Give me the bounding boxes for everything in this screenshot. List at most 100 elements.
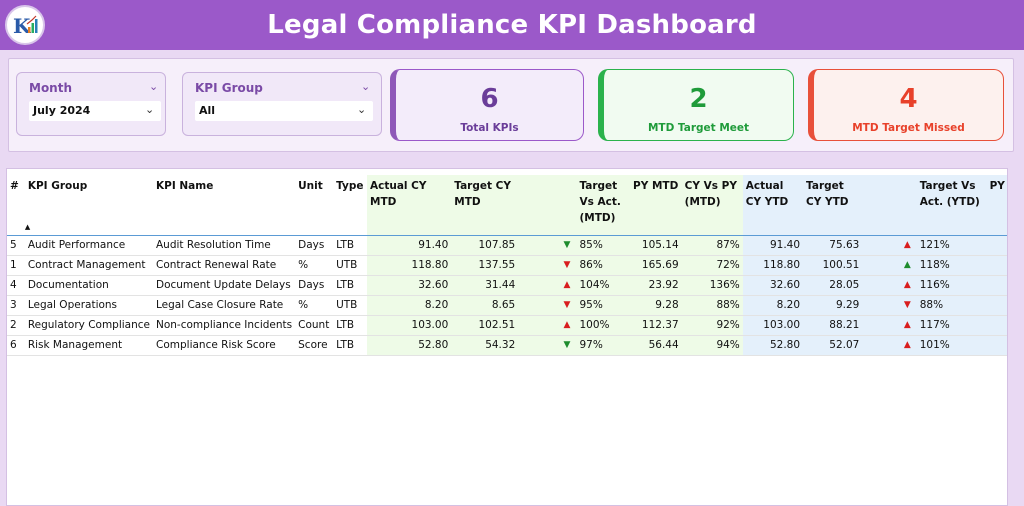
- kpi-name-cell: Audit Resolution Time: [153, 235, 296, 256]
- target-cy-mtd-cell: 107.85: [451, 235, 519, 256]
- table-row[interactable]: 1 Contract Management Contract Renewal R…: [7, 255, 1007, 276]
- kpi-group-slicer[interactable]: KPI Group ⌄ All ⌄: [182, 72, 382, 136]
- column-header-cy-vs-py-mtd[interactable]: CY Vs PY (MTD): [681, 175, 743, 236]
- target-vs-act-ytd-cell: 121%: [916, 235, 987, 256]
- py-mtd-cell: 105.14: [630, 235, 682, 256]
- kpi-table-body: 5 Audit Performance Audit Resolution Tim…: [7, 235, 1007, 356]
- mtd-trend-arrow-icon: ▼: [518, 235, 577, 256]
- kpi-name-cell: Legal Case Closure Rate: [153, 295, 296, 316]
- target-cy-ytd-cell: 52.07: [803, 335, 863, 356]
- cy-vs-py-mtd-cell: 136%: [681, 275, 743, 296]
- column-header-py-mtd[interactable]: PY MTD: [630, 175, 682, 236]
- column-header-target-cy-ytd[interactable]: Target CY YTD: [803, 175, 863, 236]
- target-cy-ytd-cell: 28.05: [803, 275, 863, 296]
- header-bar: K Legal Compliance KPI Dashboard: [0, 0, 1024, 50]
- chevron-down-icon[interactable]: ⌄: [149, 80, 159, 93]
- table-row[interactable]: 3 Legal Operations Legal Case Closure Ra…: [7, 295, 1007, 316]
- kpi-group-dropdown[interactable]: All ⌄: [195, 101, 373, 121]
- column-header-number[interactable]: #: [7, 175, 25, 236]
- kpi-name-cell: Contract Renewal Rate: [153, 255, 296, 276]
- column-header-kpi-group[interactable]: KPI Group ▲: [24, 175, 153, 236]
- column-header-target-cy-mtd[interactable]: Target CY MTD: [451, 175, 519, 236]
- column-header-target-vs-act-ytd[interactable]: Target Vs Act. (YTD): [916, 175, 987, 236]
- svg-text:K: K: [13, 14, 31, 38]
- column-header-kpi-group-label: KPI Group: [27, 180, 88, 192]
- total-kpis-caption: Total KPIs: [460, 122, 519, 134]
- target-cy-ytd-cell: 88.21: [803, 315, 863, 336]
- target-vs-act-ytd-cell: 116%: [916, 275, 987, 296]
- kpi-group-cell: Contract Management: [24, 255, 153, 276]
- column-header-type[interactable]: Type: [333, 175, 367, 236]
- target-cy-ytd-cell: 100.51: [803, 255, 863, 276]
- month-dropdown[interactable]: July 2024 ⌄: [29, 101, 161, 121]
- kpi-name-cell: Non-compliance Incidents: [153, 315, 296, 336]
- target-vs-act-mtd-cell: 104%: [576, 275, 631, 296]
- actual-cy-ytd-cell: 8.20: [742, 295, 804, 316]
- table-row[interactable]: 6 Risk Management Compliance Risk Score …: [7, 335, 1007, 356]
- target-cy-ytd-cell: 9.29: [803, 295, 863, 316]
- kpi-table-panel: # KPI Group ▲ KPI Name Unit Type Actual C…: [6, 168, 1008, 506]
- py-ytd-cell: [986, 335, 1007, 356]
- row-number: 3: [7, 295, 25, 316]
- target-cy-mtd-cell: 31.44: [451, 275, 519, 296]
- column-header-kpi-name[interactable]: KPI Name: [153, 175, 296, 236]
- table-row[interactable]: 5 Audit Performance Audit Resolution Tim…: [7, 235, 1007, 256]
- column-header-py[interactable]: PY: [986, 175, 1007, 236]
- actual-cy-ytd-cell: 91.40: [742, 235, 804, 256]
- actual-cy-ytd-cell: 103.00: [742, 315, 804, 336]
- cy-vs-py-mtd-cell: 92%: [681, 315, 743, 336]
- column-header-ytd-arrow: [862, 175, 917, 236]
- kpi-group-cell: Risk Management: [24, 335, 153, 356]
- cy-vs-py-mtd-cell: 88%: [681, 295, 743, 316]
- type-cell: UTB: [333, 255, 367, 276]
- py-ytd-cell: [986, 315, 1007, 336]
- column-header-mtd-arrow: [518, 175, 577, 236]
- cy-vs-py-mtd-cell: 87%: [681, 235, 743, 256]
- type-cell: LTB: [333, 315, 367, 336]
- mtd-target-missed-value: 4: [899, 84, 918, 114]
- chevron-down-icon[interactable]: ⌄: [357, 103, 367, 116]
- ytd-trend-arrow-icon: ▲: [862, 315, 917, 336]
- column-header-actual-cy-mtd[interactable]: Actual CY MTD: [367, 175, 452, 236]
- kpi-table: # KPI Group ▲ KPI Name Unit Type Actual C…: [7, 175, 1007, 356]
- cy-vs-py-mtd-cell: 94%: [681, 335, 743, 356]
- row-number: 2: [7, 315, 25, 336]
- target-vs-act-ytd-cell: 101%: [916, 335, 987, 356]
- target-vs-act-ytd-cell: 117%: [916, 315, 987, 336]
- kpi-group-cell: Legal Operations: [24, 295, 153, 316]
- chevron-down-icon[interactable]: ⌄: [145, 103, 155, 116]
- column-header-target-vs-act-mtd[interactable]: Target Vs Act. (MTD): [576, 175, 631, 236]
- unit-cell: Score: [295, 335, 334, 356]
- table-row[interactable]: 2 Regulatory Compliance Non-compliance I…: [7, 315, 1007, 336]
- total-kpis-card: 6 Total KPIs: [390, 69, 584, 141]
- mtd-target-missed-card: 4 MTD Target Missed: [808, 69, 1004, 141]
- py-ytd-cell: [986, 275, 1007, 296]
- target-vs-act-mtd-cell: 85%: [576, 235, 631, 256]
- actual-cy-mtd-cell: 118.80: [367, 255, 452, 276]
- target-cy-mtd-cell: 102.51: [451, 315, 519, 336]
- row-number: 4: [7, 275, 25, 296]
- mtd-trend-arrow-icon: ▲: [518, 315, 577, 336]
- target-cy-ytd-cell: 75.63: [803, 235, 863, 256]
- kpi-group-slicer-label: KPI Group: [195, 81, 263, 95]
- mtd-target-missed-caption: MTD Target Missed: [852, 122, 965, 134]
- mtd-target-meet-caption: MTD Target Meet: [647, 122, 750, 134]
- sort-ascending-icon: ▲: [24, 223, 31, 231]
- target-vs-act-mtd-cell: 100%: [576, 315, 631, 336]
- kpi-name-cell: Compliance Risk Score: [153, 335, 296, 356]
- column-header-actual-cy-ytd[interactable]: Actual CY YTD: [742, 175, 804, 236]
- kpi-group-cell: Documentation: [24, 275, 153, 296]
- py-mtd-cell: 112.37: [630, 315, 682, 336]
- target-vs-act-mtd-cell: 97%: [576, 335, 631, 356]
- kpi-group-cell: Audit Performance: [24, 235, 153, 256]
- column-header-unit[interactable]: Unit: [295, 175, 334, 236]
- actual-cy-ytd-cell: 52.80: [742, 335, 804, 356]
- month-slicer[interactable]: Month ⌄ July 2024 ⌄: [16, 72, 166, 136]
- actual-cy-ytd-cell: 118.80: [742, 255, 804, 276]
- total-kpis-value: 6: [480, 84, 499, 114]
- actual-cy-mtd-cell: 8.20: [367, 295, 452, 316]
- table-row[interactable]: 4 Documentation Document Update Delays D…: [7, 275, 1007, 296]
- target-vs-act-mtd-cell: 95%: [576, 295, 631, 316]
- chevron-down-icon[interactable]: ⌄: [361, 80, 371, 93]
- mtd-trend-arrow-icon: ▼: [518, 335, 577, 356]
